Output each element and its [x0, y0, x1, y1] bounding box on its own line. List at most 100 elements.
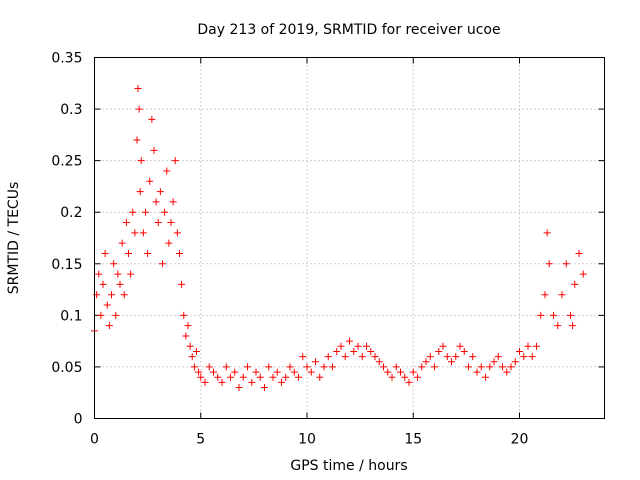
- data-point: [543, 229, 551, 237]
- data-point: [167, 219, 175, 227]
- data-point: [448, 358, 455, 366]
- y-tick-label: 0.15: [51, 257, 82, 273]
- data-point: [186, 342, 194, 350]
- data-point: [477, 363, 485, 371]
- data-point: [320, 363, 328, 371]
- data-point: [507, 363, 515, 371]
- data-point: [397, 368, 404, 376]
- data-point: [550, 311, 557, 319]
- data-point: [303, 363, 311, 371]
- data-point: [165, 239, 173, 247]
- data-point: [116, 280, 124, 288]
- data-point: [227, 373, 234, 381]
- data-point: [579, 270, 587, 278]
- data-point: [329, 363, 336, 371]
- data-point: [524, 342, 532, 350]
- data-point: [431, 363, 438, 371]
- x-tick-label: 5: [196, 432, 205, 448]
- data-point: [554, 322, 562, 330]
- data-point: [388, 373, 396, 381]
- data-point: [120, 291, 128, 299]
- y-tick-label: 0.05: [51, 360, 82, 376]
- data-point: [244, 363, 251, 371]
- data-point: [516, 347, 523, 355]
- data-point: [137, 157, 145, 165]
- data-point: [210, 368, 217, 376]
- data-point: [139, 229, 147, 237]
- data-point: [562, 260, 570, 268]
- data-point: [161, 208, 169, 216]
- data-point: [239, 373, 247, 381]
- data-point: [375, 358, 383, 366]
- data-point: [150, 146, 158, 154]
- data-point: [159, 260, 166, 268]
- data-point: [350, 347, 358, 355]
- data-point: [112, 311, 120, 319]
- data-point: [401, 373, 409, 381]
- data-point: [490, 358, 498, 366]
- plot-frame: [94, 57, 605, 419]
- data-point: [473, 368, 481, 376]
- data-point: [486, 363, 494, 371]
- data-point: [152, 198, 160, 206]
- data-point: [142, 208, 149, 216]
- y-tick-label: 0.1: [60, 308, 82, 324]
- data-point: [341, 353, 349, 361]
- data-point: [439, 342, 447, 350]
- data-point: [384, 368, 392, 376]
- data-point: [520, 353, 528, 361]
- data-point: [184, 322, 192, 330]
- data-point: [269, 373, 277, 381]
- data-point: [129, 208, 137, 216]
- data-point: [571, 280, 579, 288]
- data-point: [567, 311, 574, 319]
- y-tick-label: 0.2: [60, 205, 82, 221]
- data-point: [101, 249, 109, 257]
- data-point: [222, 363, 230, 371]
- data-point: [231, 368, 239, 376]
- data-point: [180, 311, 188, 319]
- data-point: [171, 157, 179, 165]
- data-point: [426, 353, 434, 361]
- data-point: [265, 363, 273, 371]
- data-point: [248, 378, 256, 386]
- data-point: [503, 368, 511, 376]
- data-point: [163, 167, 171, 175]
- data-point: [354, 342, 362, 350]
- data-point: [131, 229, 139, 237]
- data-point: [197, 373, 205, 381]
- data-point: [469, 353, 477, 361]
- data-point: [358, 353, 366, 361]
- data-point: [195, 368, 203, 376]
- data-point: [135, 105, 143, 113]
- data-point: [575, 249, 583, 257]
- data-point: [178, 280, 186, 288]
- data-point: [235, 384, 243, 392]
- data-point: [414, 373, 421, 381]
- data-point: [182, 332, 190, 340]
- grid: [94, 57, 605, 419]
- data-point: [537, 311, 545, 319]
- data-point: [176, 249, 183, 257]
- data-point: [214, 373, 222, 381]
- data-point: [144, 249, 152, 257]
- y-axis-title: SRMTID / TECUs: [6, 182, 22, 295]
- data-point: [312, 358, 319, 366]
- data-point: [558, 291, 566, 299]
- data-point: [405, 378, 413, 386]
- data-point: [422, 358, 430, 366]
- data-point: [418, 363, 426, 371]
- data-point: [452, 353, 460, 361]
- data-point: [465, 363, 472, 371]
- data-point: [324, 353, 332, 361]
- data-point: [482, 373, 489, 381]
- y-tick-label: 0: [74, 412, 83, 428]
- data-point: [409, 368, 417, 376]
- data-point: [299, 353, 307, 361]
- data-point: [456, 342, 464, 350]
- data-point: [146, 177, 154, 185]
- data-point: [363, 342, 370, 350]
- data-point: [290, 368, 298, 376]
- data-point: [273, 368, 281, 376]
- data-point: [169, 198, 177, 206]
